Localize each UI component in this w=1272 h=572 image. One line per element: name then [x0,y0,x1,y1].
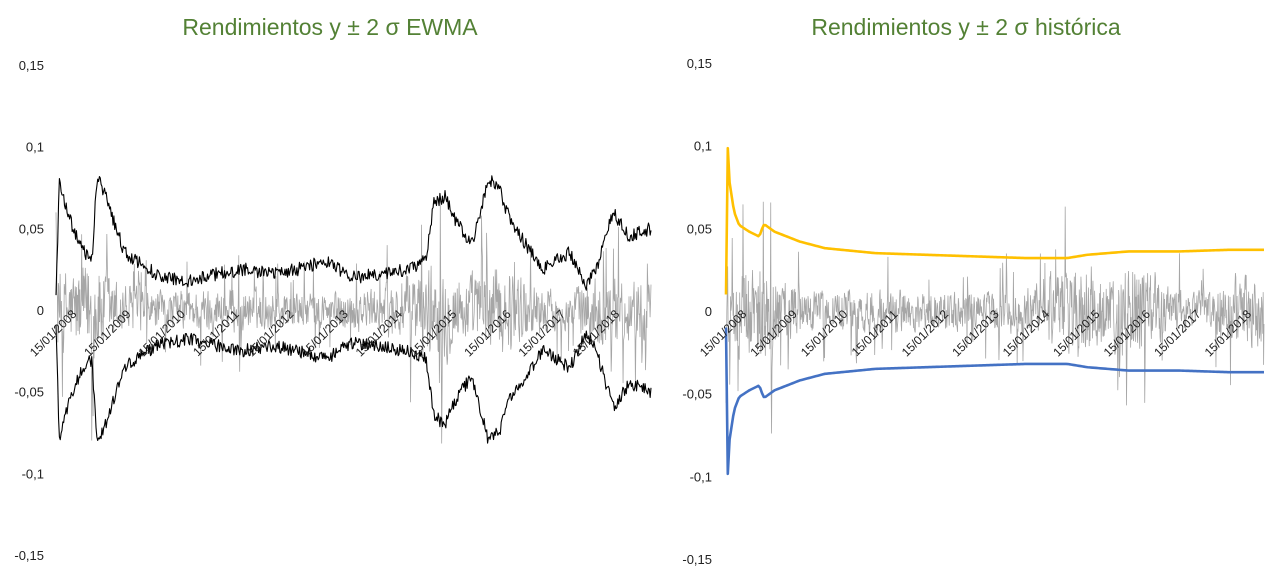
series-upper-2sigma-ewma-line [55,175,652,296]
series-returns-line [55,200,652,444]
y-tick-label: 0,05 [19,221,44,236]
chart-title: Rendimientos y ± 2 σ EWMA [182,14,478,40]
chart-historica-plot: 0,150,10,050-0,05-0,1-0,1515/01/200815/0… [682,56,1265,567]
series-lower-2sigma-ewma-line [55,324,652,444]
y-tick-label: 0,1 [694,139,712,154]
chart-ewma: Rendimientos y ± 2 σ EWMA 0,15 0,1 0,05 0 -0… [14,14,652,563]
chart-title: Rendimientos y ± 2 σ histórica [811,14,1121,40]
y-tick-label: 0 [705,304,712,319]
y-tick-label: -0,1 [690,469,712,484]
y-tick-label: 0,05 [687,221,712,236]
chart-historica: Rendimientos y ± 2 σ histórica 0,15 0,1 0,… [660,0,1272,572]
y-tick-label: -0,05 [682,387,712,402]
y-tick-label: 0,15 [687,56,712,71]
y-tick-label: -0,15 [682,552,712,567]
series-upper-2sigma-historica-line [724,146,1264,295]
series-returns-line [725,201,1265,434]
x-tick-label: 15/01/2013 [949,307,1002,360]
series-lower-2sigma-historica-line [724,327,1264,476]
y-tick-label: -0,15 [14,548,44,563]
x-tick-label: 15/01/2008 [27,307,80,360]
y-tick-label: 0,15 [19,58,44,73]
y-tick-label: -0,1 [22,466,44,481]
y-tick-label: 0 [37,303,44,318]
y-tick-label: 0,1 [26,140,44,155]
y-tick-label: -0,05 [14,385,44,400]
